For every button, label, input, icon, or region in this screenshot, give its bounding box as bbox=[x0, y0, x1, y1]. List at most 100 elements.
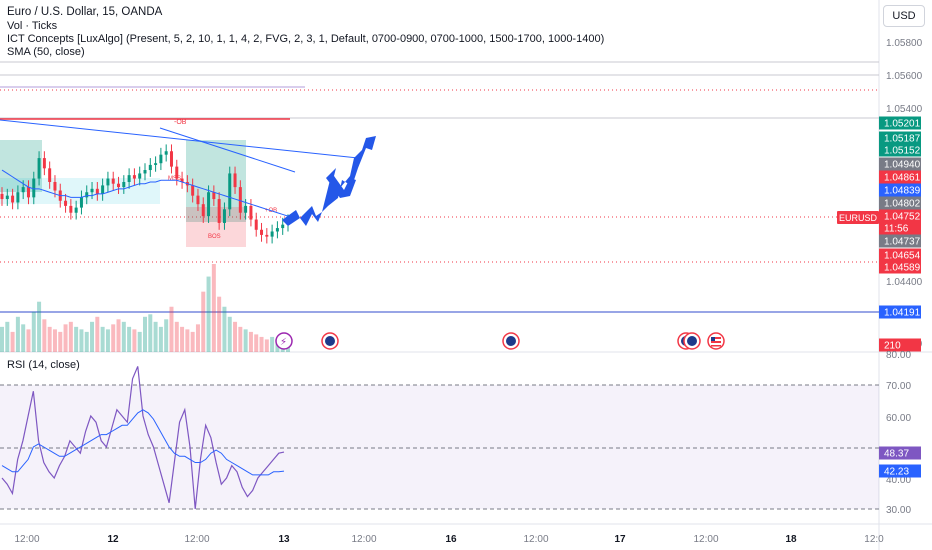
volume-bar bbox=[47, 326, 52, 352]
candle-body bbox=[191, 185, 195, 196]
candle-body bbox=[180, 178, 184, 182]
candle-body bbox=[122, 181, 126, 188]
projection-zigzag-1 bbox=[282, 206, 322, 226]
volume-legend[interactable]: Vol · Ticks bbox=[7, 20, 58, 32]
event-icon-eu-2[interactable] bbox=[502, 332, 520, 350]
trendline-lower bbox=[159, 127, 296, 173]
bear-ob-zone bbox=[186, 207, 246, 247]
candle-body bbox=[233, 173, 237, 188]
volume-bar bbox=[243, 329, 248, 352]
candle-body bbox=[212, 192, 216, 200]
projection-zigzag-3 bbox=[326, 168, 356, 198]
candle-body bbox=[159, 154, 163, 164]
price-tag: 1.04654 bbox=[884, 251, 921, 262]
rsi-tag-bg bbox=[879, 464, 921, 478]
candle-body bbox=[196, 195, 200, 205]
annotation-bos: BOS bbox=[208, 234, 221, 240]
volume-bar bbox=[264, 339, 269, 352]
candle-body bbox=[101, 185, 105, 194]
time-axis-tick: 12:00 bbox=[14, 534, 39, 545]
candle-body bbox=[79, 197, 83, 208]
candle-body bbox=[64, 200, 68, 206]
volume-bar bbox=[254, 334, 259, 352]
candle-body bbox=[281, 224, 285, 229]
volume-bar bbox=[164, 319, 169, 352]
candle-body bbox=[74, 207, 78, 213]
volume-bar bbox=[185, 329, 190, 352]
time-axis-tick: 12:00 bbox=[351, 534, 376, 545]
volume-bar bbox=[153, 321, 158, 352]
time-axis-tick: 16 bbox=[445, 534, 457, 545]
volume-bar bbox=[68, 321, 73, 352]
candle-body bbox=[217, 199, 221, 223]
candle-body bbox=[0, 193, 4, 200]
volume-bar bbox=[37, 301, 42, 352]
price-tag: 1.04589 bbox=[884, 263, 921, 274]
volume-bar bbox=[63, 324, 68, 352]
price-tag: 1.04737 bbox=[884, 237, 921, 248]
price-tag: 1.05201 bbox=[884, 119, 921, 130]
time-axis-tick: 13 bbox=[278, 534, 290, 545]
price-axis-tick: 1.05800 bbox=[886, 38, 923, 49]
volume-bar bbox=[206, 276, 211, 352]
candle-body bbox=[26, 187, 30, 198]
volume-bar bbox=[5, 321, 10, 352]
rsi-line bbox=[1, 366, 285, 510]
price-axis-tick: 1.05600 bbox=[886, 71, 923, 82]
candle-body bbox=[270, 231, 274, 237]
chart-title[interactable]: Euro / U.S. Dollar, 15, OANDA bbox=[7, 6, 163, 18]
volume-series bbox=[0, 264, 290, 352]
volume-bar bbox=[31, 311, 36, 352]
candle-body bbox=[5, 195, 9, 200]
time-axis-tick: 12:00 bbox=[693, 534, 718, 545]
volume-bar bbox=[42, 319, 47, 352]
candle-body bbox=[148, 164, 152, 171]
volume-bar bbox=[26, 329, 31, 352]
candle-body bbox=[275, 228, 279, 232]
price-tag: 1.04861 bbox=[884, 173, 921, 184]
volume-bar bbox=[169, 306, 174, 352]
event-icon-eu-1[interactable] bbox=[321, 332, 339, 350]
price-axis-tick: 1.04400 bbox=[886, 277, 923, 288]
candles-series bbox=[0, 144, 290, 244]
trendline-upper bbox=[0, 119, 359, 159]
ict-legend[interactable]: ICT Concepts [LuxAlgo] (Present, 5, 2, 1… bbox=[7, 33, 605, 45]
volume-bar bbox=[58, 331, 63, 352]
svg-text:⚡: ⚡ bbox=[280, 337, 287, 348]
event-icon-lightning[interactable]: ⚡ bbox=[275, 332, 293, 350]
price-tag: 1.04940 bbox=[884, 160, 921, 171]
time-axis-tick: 12 bbox=[107, 534, 119, 545]
price-axis-tick: 1.05400 bbox=[886, 104, 923, 115]
sma-legend[interactable]: SMA (50, close) bbox=[7, 46, 85, 58]
price-tag-bg bbox=[879, 248, 921, 262]
time-axis[interactable]: 12:00 12 12:00 13 12:00 16 12:00 17 12:00 18 12:0 bbox=[14, 534, 884, 545]
volume-bar bbox=[238, 326, 243, 352]
rsi-axis[interactable]: 80.00 70.00 60.00 40.00 30.00 bbox=[886, 350, 911, 516]
price-tag: 1.04839 bbox=[884, 186, 921, 197]
symbol-tag-label: EURUSD bbox=[839, 213, 878, 223]
candle-body bbox=[265, 234, 269, 237]
annotation-neg-ob: -OB bbox=[174, 119, 187, 126]
candle-body bbox=[207, 192, 211, 217]
candle-body bbox=[90, 188, 94, 193]
price-tag: 1.04752 bbox=[884, 212, 921, 223]
event-icon-eu-4[interactable] bbox=[683, 332, 701, 350]
price-tag-bg bbox=[879, 131, 921, 145]
event-icon-us[interactable] bbox=[707, 332, 725, 350]
volume-bar bbox=[217, 296, 222, 352]
rsi-legend[interactable]: RSI (14, close) bbox=[7, 359, 80, 371]
price-tag-bg bbox=[879, 234, 921, 248]
candle-body bbox=[11, 195, 15, 203]
candle-body bbox=[175, 166, 179, 179]
volume-bar bbox=[190, 331, 195, 352]
price-tag: 11:56 bbox=[884, 224, 909, 235]
volume-bar bbox=[132, 329, 137, 352]
candle-body bbox=[260, 229, 264, 235]
price-tag: 210 bbox=[884, 341, 901, 352]
candle-body bbox=[32, 178, 36, 198]
candle-body bbox=[42, 158, 46, 169]
volume-bar bbox=[95, 316, 100, 352]
currency-button[interactable]: USD bbox=[883, 5, 925, 27]
